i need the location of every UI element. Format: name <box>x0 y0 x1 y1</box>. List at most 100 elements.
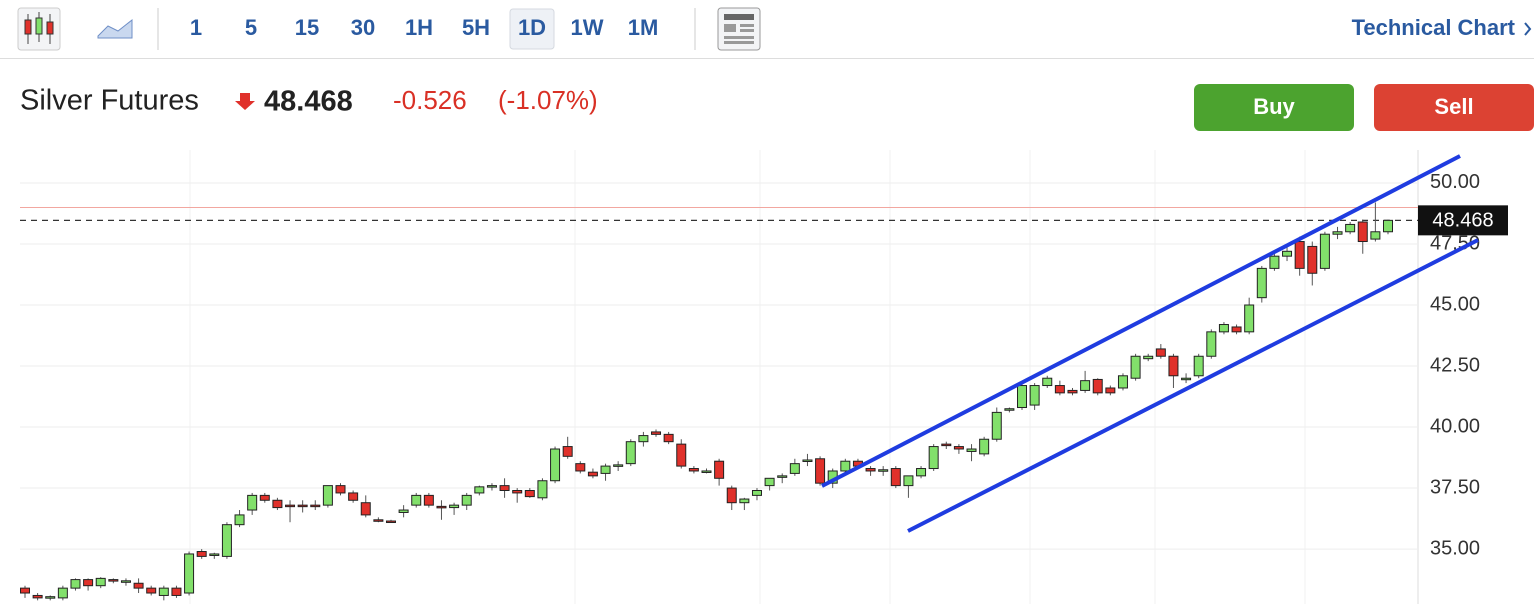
last-price: 48.468 <box>264 86 353 118</box>
candle-body <box>651 431 662 435</box>
candle-body <box>146 587 157 594</box>
candle-body <box>1244 304 1255 333</box>
candle-body <box>461 494 472 506</box>
candle-body <box>1256 267 1267 299</box>
candle-body <box>764 477 775 487</box>
instrument-title: Silver Futures <box>20 85 199 117</box>
candle-body <box>928 446 939 470</box>
buy-button[interactable] <box>1194 84 1354 131</box>
candle-body <box>297 504 308 508</box>
candle-body <box>802 459 813 462</box>
candle-body <box>1370 231 1381 240</box>
interval[interactable]: 1D <box>518 15 546 40</box>
y-tick-label: 47.50 <box>1430 232 1480 254</box>
candle-body <box>1231 326 1242 333</box>
layout-icon[interactable] <box>717 7 761 51</box>
candle-body <box>1206 331 1217 357</box>
candle-body <box>70 579 81 589</box>
upper-trendline <box>821 154 1461 488</box>
candle-body <box>373 519 384 522</box>
y-tick-label: 40.00 <box>1430 415 1480 437</box>
technical-chart-link[interactable]: Technical Chart <box>1352 15 1516 40</box>
candle-body <box>1307 245 1318 274</box>
candle-body <box>1080 380 1091 391</box>
area-icon[interactable] <box>97 18 133 39</box>
candles-icon[interactable] <box>17 7 61 51</box>
candle-body <box>1017 385 1028 409</box>
sell-button[interactable] <box>1374 84 1534 131</box>
candle-body <box>537 480 548 499</box>
candle-body <box>524 490 535 498</box>
candle-body <box>108 579 119 582</box>
price-tag-box <box>1418 205 1508 236</box>
candle-body <box>878 469 889 472</box>
candle-body <box>789 463 800 474</box>
candle-body <box>1357 221 1368 243</box>
candle-body <box>1042 377 1053 387</box>
candle-body <box>348 492 359 501</box>
candle-body <box>1332 231 1343 235</box>
candle-body <box>638 435 649 443</box>
candle-body <box>209 553 220 556</box>
candle-body <box>600 465 611 474</box>
candle-body <box>512 490 523 494</box>
candle-body <box>1168 355 1179 377</box>
candle-body <box>1155 348 1166 357</box>
down-arrow <box>235 93 255 110</box>
candle-body <box>436 505 447 509</box>
candle-body <box>726 487 737 504</box>
sell-label[interactable]: Sell <box>1434 94 1473 119</box>
candle-body <box>196 551 207 557</box>
candle-body <box>221 524 232 557</box>
candle-body <box>1383 219 1393 233</box>
candle-body <box>890 468 901 487</box>
candle-body <box>449 504 460 509</box>
interval[interactable]: 1 <box>190 15 202 40</box>
y-tick-label: 50.00 <box>1430 171 1480 193</box>
candle-body <box>1282 250 1293 257</box>
candle-body <box>587 471 598 477</box>
candle-body <box>474 486 485 494</box>
candle-body <box>1054 385 1065 394</box>
buy-label[interactable]: Buy <box>1253 94 1295 119</box>
interval[interactable]: 15 <box>295 15 319 40</box>
candle-body <box>1004 408 1015 411</box>
candle-body <box>247 494 258 511</box>
candle-body <box>688 468 699 472</box>
candle-body <box>95 577 106 587</box>
candle-body <box>865 468 876 472</box>
candle-body <box>1269 255 1280 269</box>
active-interval <box>509 8 555 50</box>
interval[interactable]: 1W <box>571 15 604 40</box>
candle-body <box>625 441 636 465</box>
candle-body <box>1092 378 1103 394</box>
candle-body <box>1218 324 1229 333</box>
candle-body <box>815 458 826 484</box>
candle-body <box>663 433 674 443</box>
interval[interactable]: 1M <box>628 15 659 40</box>
candle-body <box>335 485 346 494</box>
candle-body <box>550 448 561 482</box>
interval[interactable]: 5H <box>462 15 490 40</box>
interval[interactable]: 1H <box>405 15 433 40</box>
candle-body <box>45 596 56 599</box>
candle-body <box>322 485 333 506</box>
candle-body <box>575 463 586 472</box>
price-change-percent: (-1.07%) <box>498 85 598 115</box>
candle-body <box>1029 385 1040 406</box>
interval[interactable]: 5 <box>245 15 257 40</box>
y-tick-label: 42.50 <box>1430 354 1480 376</box>
candle-body <box>259 494 270 501</box>
interval[interactable]: 30 <box>351 15 375 40</box>
candle-body <box>1067 389 1078 394</box>
candle-body <box>234 514 245 526</box>
candle-body <box>184 553 195 594</box>
candle-body <box>739 498 750 504</box>
candle-body <box>20 587 30 594</box>
y-tick-label: 45.00 <box>1430 293 1480 315</box>
candle-body <box>1319 233 1330 269</box>
candle-body <box>158 587 169 596</box>
candle-body <box>1193 355 1204 377</box>
candle-body <box>979 438 990 455</box>
